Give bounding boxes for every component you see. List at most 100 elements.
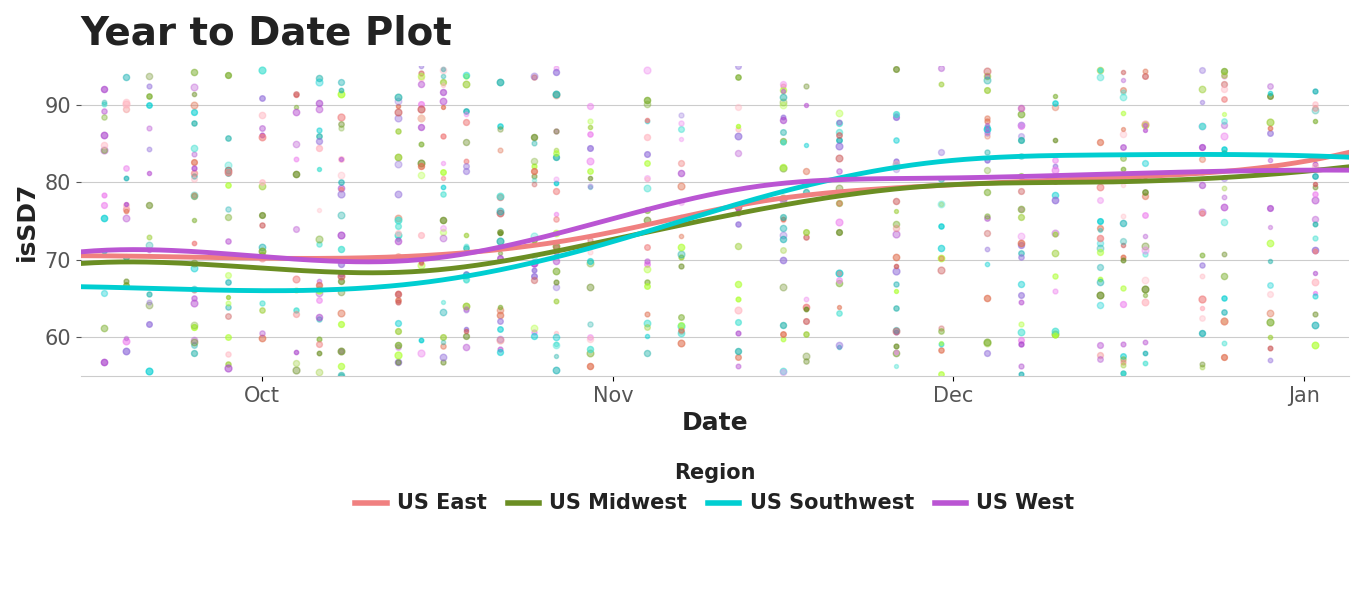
Point xyxy=(670,158,692,167)
Point xyxy=(330,346,352,355)
Point xyxy=(546,89,567,98)
Point xyxy=(1191,167,1213,177)
US Midwest xyxy=(848,190,865,197)
Point xyxy=(1304,161,1326,170)
Point xyxy=(308,286,330,295)
Point xyxy=(308,348,330,358)
Point xyxy=(1214,71,1236,80)
Point xyxy=(488,191,510,201)
Point xyxy=(285,309,307,319)
Point xyxy=(828,141,850,151)
Point xyxy=(1043,326,1065,335)
Point xyxy=(828,166,850,176)
Point xyxy=(1043,98,1065,108)
Point xyxy=(670,325,692,334)
Point xyxy=(727,124,749,134)
Point xyxy=(1112,67,1133,76)
Point xyxy=(93,130,115,140)
Point xyxy=(885,229,907,238)
Point xyxy=(546,296,567,306)
Point xyxy=(975,187,997,197)
Point xyxy=(116,163,138,172)
Point xyxy=(1191,85,1213,94)
Point xyxy=(387,289,409,298)
Point xyxy=(636,99,657,109)
Point xyxy=(636,264,657,274)
Point xyxy=(522,235,544,244)
Point xyxy=(522,161,544,170)
Point xyxy=(93,247,115,256)
Point xyxy=(636,65,657,74)
Point xyxy=(885,361,907,370)
Point xyxy=(772,245,794,255)
Point xyxy=(387,159,409,169)
Point xyxy=(409,161,431,170)
Point xyxy=(183,191,205,201)
Point xyxy=(1191,359,1213,369)
Point xyxy=(727,347,749,356)
Point xyxy=(1112,240,1133,250)
Point xyxy=(1088,225,1110,235)
Point xyxy=(138,123,160,133)
Point xyxy=(975,293,997,302)
Point xyxy=(138,245,160,254)
Point xyxy=(727,206,749,216)
Point xyxy=(580,116,602,126)
Point xyxy=(409,73,431,82)
Point xyxy=(975,116,997,125)
Point xyxy=(183,82,205,92)
Point xyxy=(116,337,138,346)
Point xyxy=(183,169,205,178)
Point xyxy=(330,371,352,380)
Point xyxy=(795,181,817,190)
Point xyxy=(522,156,544,166)
Point xyxy=(308,98,330,107)
Point xyxy=(1259,91,1281,101)
Point xyxy=(432,233,454,243)
Point xyxy=(387,357,409,367)
Point xyxy=(456,271,477,280)
Point xyxy=(670,329,692,338)
Point xyxy=(308,296,330,305)
Point xyxy=(456,166,477,175)
Point xyxy=(1112,87,1133,97)
Point xyxy=(522,132,544,142)
Point xyxy=(387,235,409,244)
Point xyxy=(1214,317,1236,326)
Point xyxy=(1304,154,1326,164)
Point xyxy=(1043,155,1065,165)
Point xyxy=(522,258,544,268)
Point xyxy=(975,124,997,133)
Point xyxy=(975,147,997,157)
Point xyxy=(138,240,160,250)
Point xyxy=(727,279,749,289)
Point xyxy=(1214,250,1236,259)
Point xyxy=(217,212,239,222)
Point xyxy=(1112,86,1133,95)
Point xyxy=(975,244,997,254)
US Midwest xyxy=(1174,176,1191,183)
Point xyxy=(330,184,352,193)
Point xyxy=(251,305,273,314)
Point xyxy=(183,263,205,272)
Point xyxy=(1191,181,1213,190)
Point xyxy=(885,347,907,356)
Point xyxy=(1088,216,1110,226)
Point xyxy=(1214,217,1236,227)
Point xyxy=(522,265,544,275)
Point xyxy=(251,242,273,252)
Point xyxy=(1112,164,1133,174)
Point xyxy=(795,227,817,237)
Point xyxy=(1112,175,1133,184)
Point xyxy=(636,132,657,142)
Point xyxy=(1259,281,1281,290)
Point xyxy=(828,131,850,140)
Point xyxy=(975,228,997,238)
Point xyxy=(93,112,115,122)
Point xyxy=(387,230,409,239)
Point xyxy=(138,297,160,307)
Point xyxy=(409,68,431,77)
Point xyxy=(1304,182,1326,192)
Point xyxy=(217,70,239,80)
Point xyxy=(727,122,749,131)
